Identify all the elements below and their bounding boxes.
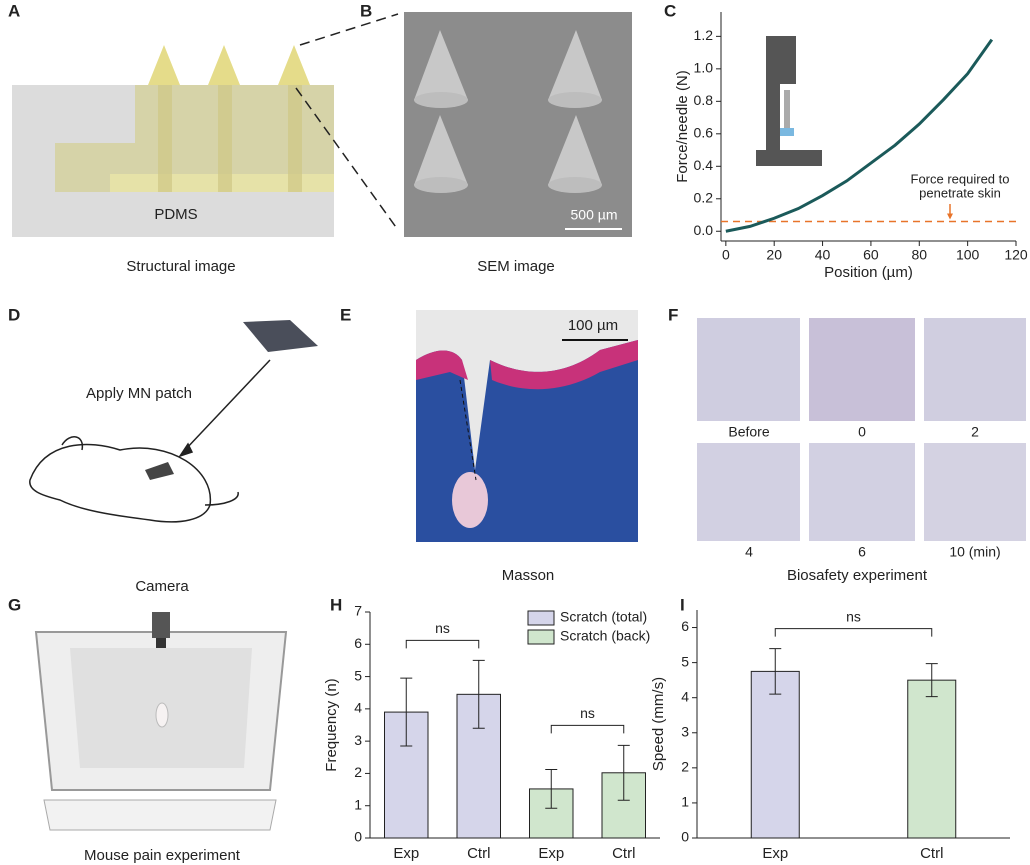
bar: [750, 670, 800, 839]
panel-label: C: [664, 1, 676, 20]
legend-swatch: [527, 610, 555, 626]
x-tick-label: 60: [863, 247, 879, 263]
error-bar: [769, 648, 782, 695]
panel-label: G: [8, 595, 21, 614]
annotation: penetrate skin: [919, 185, 1001, 200]
significance-bracket: [774, 628, 933, 637]
y-tick-label: 7: [354, 603, 362, 619]
y-tick-label: 6: [354, 635, 362, 651]
panel-label: B: [360, 1, 372, 20]
error-bar: [400, 677, 413, 747]
masson-stain: [416, 310, 638, 542]
y-tick-label: 0.6: [694, 125, 714, 141]
y-tick-label: 0.0: [694, 222, 714, 238]
panel-caption: Biosafety experiment: [787, 567, 928, 584]
x-tick-label: Exp: [393, 845, 419, 862]
y-tick-label: 0.8: [694, 92, 714, 108]
significance-label: ns: [580, 705, 595, 721]
data-line: [725, 38, 994, 233]
annotation: Force required to: [911, 171, 1010, 186]
x-tick-label: 100: [956, 247, 980, 263]
y-tick-label: 0.4: [694, 157, 714, 173]
y-tick-label: 3: [681, 723, 689, 739]
legend-label: Scratch (total): [560, 609, 647, 625]
x-tick-label: Exp: [762, 845, 788, 862]
x-tick-label: 0: [722, 247, 730, 263]
legend-label: Scratch (back): [560, 628, 650, 644]
x-tick-label: 120: [1004, 247, 1028, 263]
timepoint-label: 2: [971, 424, 979, 440]
annotation: Apply MN patch: [86, 385, 192, 402]
mouse-illustration: [29, 320, 318, 523]
material-label: PDMS: [154, 206, 197, 223]
y-tick-label: 0.2: [694, 189, 714, 205]
y-tick-label: 3: [354, 732, 362, 748]
scale-bar-label: 100 µm: [568, 317, 618, 334]
legend-swatch: [527, 629, 555, 645]
y-tick-label: 1: [681, 794, 689, 810]
panel-label: I: [680, 595, 685, 614]
bar: [907, 679, 957, 839]
sem-image: [404, 12, 632, 237]
y-axis-label: Force/needle (N): [674, 70, 691, 183]
significance-bracket: [550, 724, 625, 734]
annotation-arrowhead: [947, 213, 953, 220]
y-tick-label: 4: [681, 688, 689, 704]
error-bar: [617, 744, 630, 801]
panel-label: A: [8, 1, 20, 20]
annotation: Camera: [135, 578, 189, 595]
timepoint-label: 0: [858, 424, 866, 440]
panel-labels: A B C D E F G H I: [8, 1, 685, 614]
y-tick-label: 1: [354, 796, 362, 812]
x-axis-label: Position (µm): [824, 264, 913, 281]
skin-photos: [697, 318, 1026, 541]
timepoint-label: 4: [745, 544, 753, 560]
error-bar: [472, 659, 485, 729]
y-axis-label: Frequency (n): [323, 678, 340, 771]
panel-caption: Masson: [502, 567, 555, 584]
panel-label: D: [8, 305, 20, 324]
significance-label: ns: [846, 608, 861, 624]
panel-caption: Mouse pain experiment: [84, 847, 241, 864]
structure-illustration: [12, 13, 399, 237]
y-tick-label: 5: [354, 667, 362, 683]
y-tick-label: 1.2: [694, 27, 714, 43]
x-tick-label: 40: [815, 247, 831, 263]
significance-label: ns: [435, 620, 450, 636]
error-bar: [545, 769, 558, 809]
y-tick-label: 6: [681, 618, 689, 634]
x-tick-label: Exp: [538, 845, 564, 862]
significance-bracket: [405, 639, 480, 649]
panel-label: H: [330, 595, 342, 614]
error-bar: [925, 663, 938, 698]
timepoint-label: 6: [858, 544, 866, 560]
panel-label: F: [668, 305, 678, 324]
y-tick-label: 2: [681, 759, 689, 775]
timepoint-label: 10 (min): [949, 544, 1000, 560]
y-tick-label: 0: [354, 829, 362, 845]
y-tick-label: 1.0: [694, 60, 714, 76]
x-tick-label: 80: [911, 247, 927, 263]
y-tick-label: 0: [681, 829, 689, 845]
y-tick-label: 4: [354, 700, 362, 716]
instrument-inset: [756, 36, 822, 166]
arena-illustration: [34, 612, 288, 831]
x-tick-label: Ctrl: [920, 845, 943, 862]
panel-caption: SEM image: [477, 258, 555, 275]
y-tick-label: 5: [681, 653, 689, 669]
timepoint-label: Before: [728, 424, 769, 440]
x-tick-label: 20: [766, 247, 782, 263]
y-axis-label: Speed (mm/s): [650, 677, 667, 771]
x-tick-label: Ctrl: [467, 845, 490, 862]
x-tick-label: Ctrl: [612, 845, 635, 862]
panel-caption: Structural image: [126, 258, 235, 275]
y-tick-label: 2: [354, 764, 362, 780]
panel-label: E: [340, 305, 351, 324]
scale-bar-label: 500 µm: [571, 207, 618, 223]
